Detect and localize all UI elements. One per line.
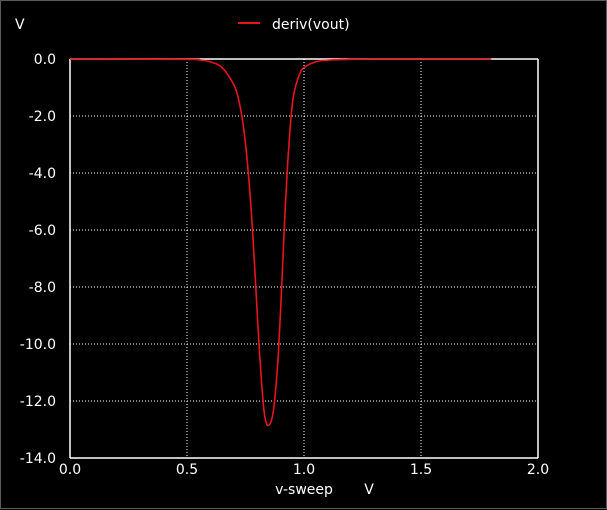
x-tick-label: 2.0 xyxy=(527,462,549,478)
x-tick-label: 0.0 xyxy=(59,462,81,478)
y-tick-label: -12.0 xyxy=(20,394,56,410)
y-tick-label: -10.0 xyxy=(20,337,56,353)
y-tick-label: -2.0 xyxy=(29,109,56,125)
y-tick-label: -4.0 xyxy=(29,166,56,182)
y-tick-label: -8.0 xyxy=(29,280,56,296)
y-tick-label: 0.0 xyxy=(34,52,56,68)
x-axis-unit: V xyxy=(364,482,374,498)
y-tick-label: -6.0 xyxy=(29,223,56,239)
series-line-deriv-vout xyxy=(69,58,492,427)
x-tick-label: 0.5 xyxy=(176,462,198,478)
x-tick-label: 1.0 xyxy=(293,462,315,478)
legend: deriv(vout) xyxy=(238,17,350,33)
legend-label: deriv(vout) xyxy=(272,17,350,33)
y-axis-unit: V xyxy=(15,17,25,33)
grid xyxy=(70,59,538,458)
x-tick-labels: 0.0 0.5 1.0 1.5 2.0 xyxy=(59,462,549,478)
y-tick-labels: 0.0 -2.0 -4.0 -6.0 -8.0 -10.0 -12.0 -14.0 xyxy=(20,52,56,467)
y-tick-label: -14.0 xyxy=(20,451,56,467)
x-axis-label: v-sweep xyxy=(275,482,333,498)
x-tick-label: 1.5 xyxy=(410,462,432,478)
